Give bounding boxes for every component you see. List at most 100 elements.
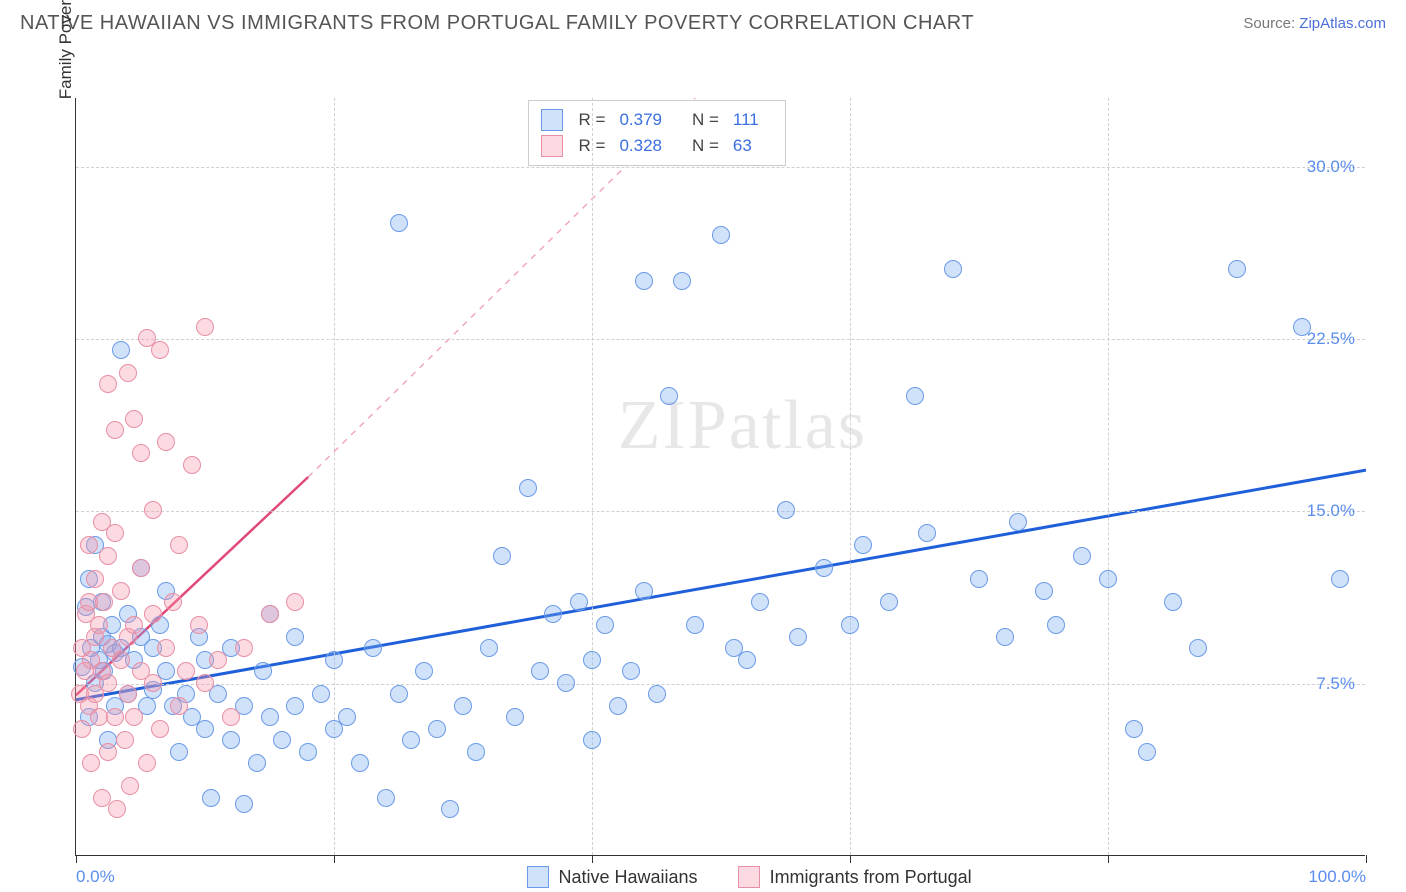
data-point xyxy=(570,593,588,611)
data-point xyxy=(125,410,143,428)
x-tick-label: 0.0% xyxy=(76,867,115,887)
data-point xyxy=(261,605,279,623)
data-point xyxy=(390,214,408,232)
data-point xyxy=(164,593,182,611)
data-point xyxy=(1035,582,1053,600)
data-point xyxy=(609,697,627,715)
data-point xyxy=(428,720,446,738)
data-point xyxy=(82,754,100,772)
data-point xyxy=(138,754,156,772)
data-point xyxy=(112,582,130,600)
data-point xyxy=(557,674,575,692)
data-point xyxy=(944,260,962,278)
data-point xyxy=(235,795,253,813)
data-point xyxy=(789,628,807,646)
data-point xyxy=(338,708,356,726)
data-point xyxy=(190,616,208,634)
legend-swatch xyxy=(527,866,549,888)
data-point xyxy=(222,708,240,726)
source-link[interactable]: ZipAtlas.com xyxy=(1299,15,1386,32)
data-point xyxy=(106,421,124,439)
data-point xyxy=(1138,743,1156,761)
y-tick-label: 15.0% xyxy=(1307,501,1355,521)
y-tick-label: 22.5% xyxy=(1307,329,1355,349)
data-point xyxy=(286,628,304,646)
legend-stat-row: R =0.379N =111 xyxy=(541,107,773,133)
data-point xyxy=(622,662,640,680)
data-point xyxy=(209,651,227,669)
data-point xyxy=(635,272,653,290)
data-point xyxy=(1293,318,1311,336)
data-point xyxy=(99,547,117,565)
legend-label: Immigrants from Portugal xyxy=(770,867,972,888)
data-point xyxy=(467,743,485,761)
data-point xyxy=(1073,547,1091,565)
n-value: 63 xyxy=(733,136,752,156)
data-point xyxy=(121,777,139,795)
chart-title: NATIVE HAWAIIAN VS IMMIGRANTS FROM PORTU… xyxy=(20,12,974,35)
data-point xyxy=(108,800,126,818)
data-point xyxy=(119,364,137,382)
data-point xyxy=(177,662,195,680)
data-point xyxy=(151,341,169,359)
data-point xyxy=(170,743,188,761)
data-point xyxy=(235,639,253,657)
data-point xyxy=(106,524,124,542)
y-tick-label: 30.0% xyxy=(1307,157,1355,177)
data-point xyxy=(170,697,188,715)
data-point xyxy=(377,789,395,807)
data-point xyxy=(351,754,369,772)
data-point xyxy=(196,674,214,692)
data-point xyxy=(1228,260,1246,278)
data-point xyxy=(1009,513,1027,531)
data-point xyxy=(132,559,150,577)
data-point xyxy=(583,651,601,669)
data-point xyxy=(286,593,304,611)
gridline-h xyxy=(76,339,1365,340)
source-label: Source: ZipAtlas.com xyxy=(1243,15,1386,32)
data-point xyxy=(738,651,756,669)
plot-area: ZIPatlas R =0.379N =111R =0.328N =63 7.5… xyxy=(75,98,1365,856)
gridline-h xyxy=(76,167,1365,168)
n-label: N = xyxy=(692,110,719,130)
data-point xyxy=(286,697,304,715)
data-point xyxy=(996,628,1014,646)
data-point xyxy=(93,789,111,807)
data-point xyxy=(415,662,433,680)
data-point xyxy=(144,501,162,519)
legend-item: Native Hawaiians xyxy=(527,866,698,888)
x-tick-mark xyxy=(850,855,851,863)
data-point xyxy=(170,536,188,554)
data-point xyxy=(183,456,201,474)
data-point xyxy=(261,708,279,726)
data-point xyxy=(132,444,150,462)
n-label: N = xyxy=(692,136,719,156)
data-point xyxy=(157,433,175,451)
data-point xyxy=(1047,616,1065,634)
r-value: 0.379 xyxy=(619,110,662,130)
data-point xyxy=(1189,639,1207,657)
data-point xyxy=(441,800,459,818)
data-point xyxy=(99,375,117,393)
data-point xyxy=(648,685,666,703)
data-point xyxy=(254,662,272,680)
data-point xyxy=(95,593,113,611)
data-point xyxy=(364,639,382,657)
data-point xyxy=(125,708,143,726)
x-tick-mark xyxy=(1108,855,1109,863)
data-point xyxy=(1099,570,1117,588)
data-point xyxy=(119,685,137,703)
data-point xyxy=(99,743,117,761)
legend-stats: R =0.379N =111R =0.328N =63 xyxy=(528,100,786,166)
data-point xyxy=(112,341,130,359)
data-point xyxy=(106,708,124,726)
data-point xyxy=(73,720,91,738)
data-point xyxy=(673,272,691,290)
data-point xyxy=(506,708,524,726)
data-point xyxy=(196,720,214,738)
data-point xyxy=(493,547,511,565)
data-point xyxy=(157,639,175,657)
data-point xyxy=(686,616,704,634)
watermark: ZIPatlas xyxy=(618,386,867,466)
data-point xyxy=(454,697,472,715)
